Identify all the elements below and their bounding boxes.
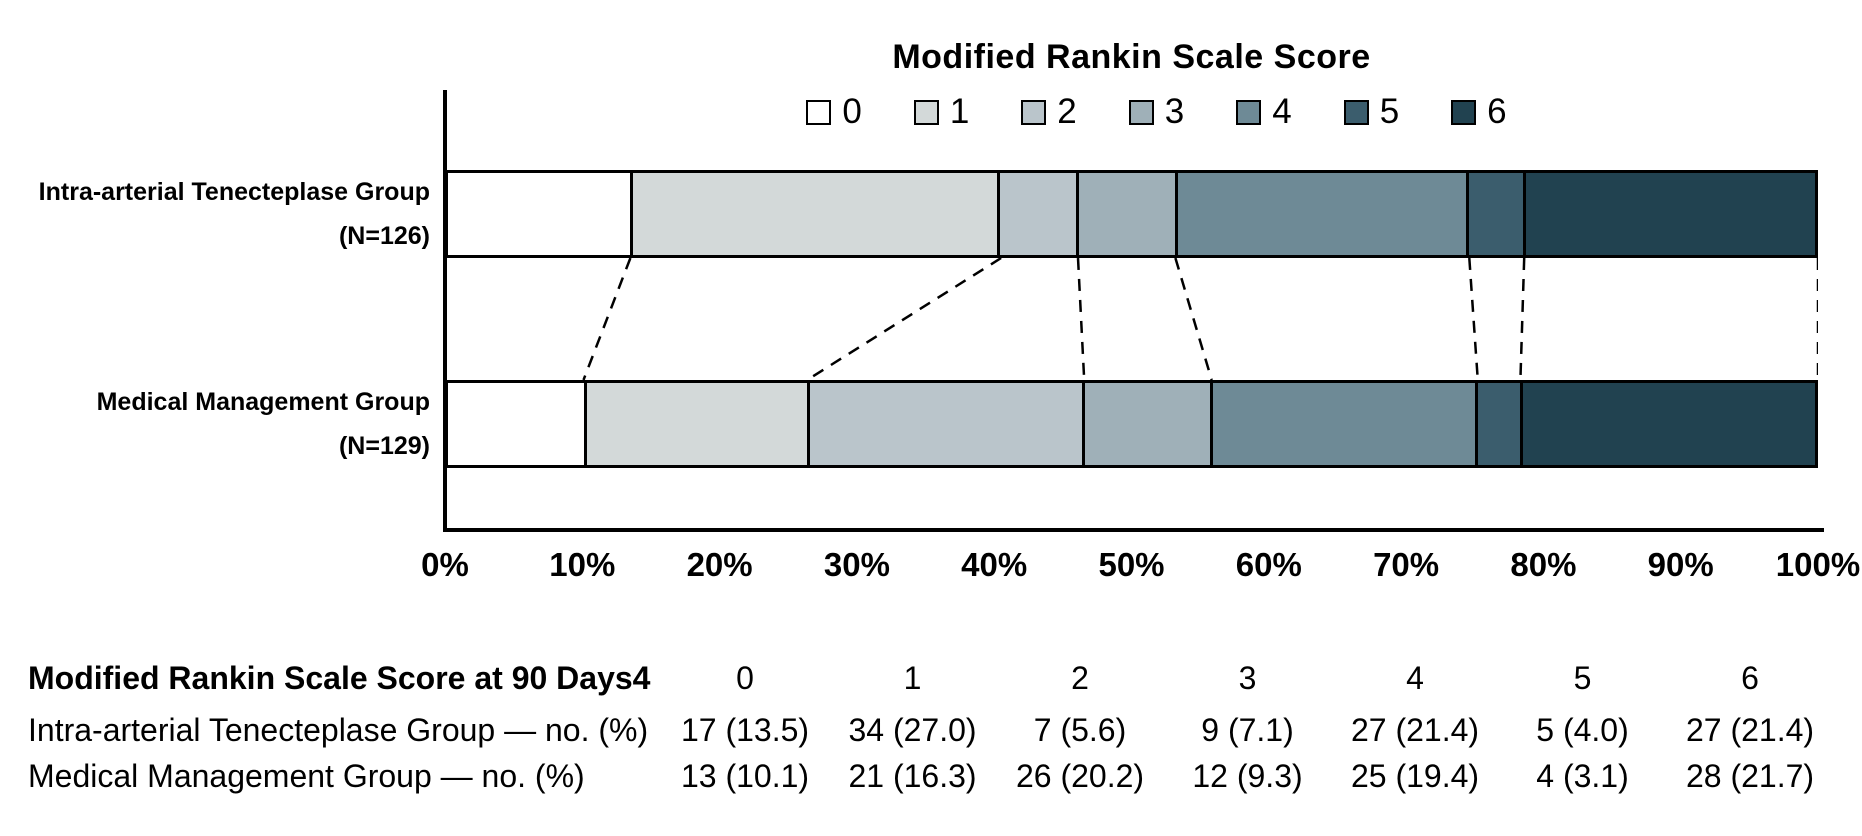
bar-segment-mrs-0: [448, 173, 634, 255]
table-cell: 17 (13.5): [680, 712, 810, 748]
connector-line-0: [582, 258, 632, 380]
table-header-row: Modified Rankin Scale Score at 90 Days4 0…: [0, 656, 1862, 700]
table-column-header-0: 0: [736, 660, 754, 696]
group-name: Intra-arterial Tenecteplase Group: [38, 178, 430, 206]
table-cell: 27 (21.4): [1350, 712, 1480, 748]
x-axis-line: [443, 528, 1824, 532]
legend-label-6: 6: [1487, 92, 1507, 131]
bar-segment-mrs-0: [448, 383, 588, 465]
x-tick-60: 60%: [1235, 546, 1302, 583]
connector-line-2: [1076, 258, 1086, 380]
legend-swatch-5: [1343, 99, 1369, 125]
x-tick-0: 0%: [421, 546, 469, 583]
legend-item-2: 2: [1021, 92, 1077, 132]
x-tick-80: 80%: [1510, 546, 1577, 583]
x-tick-10: 10%: [549, 546, 616, 583]
group-label-intra-arterial-tenecteplase-group: Intra-arterial Tenecteplase Group (N=126): [0, 170, 430, 258]
table-row-intra-arterial-tenecteplase-group-no: Intra-arterial Tenecteplase Group — no. …: [0, 708, 1862, 752]
table-cell: 27 (21.4): [1685, 712, 1815, 748]
table-cell: 9 (7.1): [1201, 712, 1294, 748]
chart-legend: 0 1 2 3 4 5 6: [470, 90, 1843, 134]
table-column-header-4: 4: [1406, 660, 1424, 696]
table-column-header-6: 6: [1741, 660, 1759, 696]
table-cell: 13 (10.1): [680, 758, 810, 794]
legend-swatch-1: [913, 99, 939, 125]
bar-segment-mrs-5: [1469, 173, 1527, 255]
table-row-label: Medical Management Group — no. (%): [28, 758, 585, 794]
x-tick-70: 70%: [1373, 546, 1440, 583]
legend-label-0: 0: [842, 92, 862, 131]
legend-swatch-6: [1451, 99, 1477, 125]
x-tick-100: 100%: [1775, 546, 1861, 583]
legend-label-4: 4: [1272, 92, 1292, 131]
connector-line-1: [806, 258, 1002, 380]
bar-segment-mrs-1: [587, 383, 810, 465]
legend-label-2: 2: [1057, 92, 1077, 131]
bar-segment-mrs-4: [1177, 173, 1470, 255]
bar-segment-mrs-6: [1522, 383, 1815, 465]
legend-label-1: 1: [949, 92, 970, 131]
table-cell: 25 (19.4): [1350, 758, 1480, 794]
connector-line-3: [1174, 258, 1213, 380]
table-cell: 7 (5.6): [1033, 712, 1127, 748]
legend-swatch-4: [1236, 99, 1262, 125]
table-column-header-2: 2: [1071, 660, 1089, 696]
legend-item-3: 3: [1128, 92, 1185, 132]
group-n-label: (N=126): [338, 222, 430, 250]
y-axis-line: [443, 90, 447, 532]
bar-segment-mrs-4: [1213, 383, 1478, 465]
bar-segment-mrs-2: [1000, 173, 1079, 255]
group-name: Medical Management Group: [96, 388, 430, 416]
legend-item-0: 0: [806, 92, 862, 132]
x-tick-50: 50%: [1098, 546, 1165, 583]
legend-item-4: 4: [1236, 92, 1292, 132]
table-row-medical-management-group-no: Medical Management Group — no. (%) 13 (10…: [0, 754, 1862, 798]
x-tick-90: 90%: [1647, 546, 1714, 583]
table-cell: 28 (21.7): [1685, 758, 1815, 794]
legend-label-3: 3: [1164, 92, 1185, 131]
group-label-medical-management-group: Medical Management Group (N=129): [0, 380, 430, 468]
legend-label-5: 5: [1379, 92, 1400, 131]
legend-swatch-2: [1021, 99, 1047, 125]
x-tick-20: 20%: [686, 546, 753, 583]
table-column-header-5: 5: [1573, 660, 1592, 696]
legend-swatch-3: [1128, 99, 1154, 125]
bar-segment-mrs-5: [1477, 383, 1523, 465]
bar-segment-mrs-2: [809, 383, 1085, 465]
legend-item-5: 5: [1343, 92, 1400, 132]
bar-segment-mrs-1: [633, 173, 1001, 255]
legend-item-1: 1: [913, 92, 970, 132]
table-cell: 26 (20.2): [1015, 758, 1145, 794]
legend-swatch-0: [806, 99, 832, 125]
bar-medical-management-group: [445, 380, 1818, 468]
table-cell: 21 (16.3): [848, 758, 977, 794]
table-cell: 4 (3.1): [1536, 758, 1629, 794]
connector-line-5: [1519, 258, 1526, 380]
bar-segment-mrs-6: [1526, 173, 1815, 255]
table-cell: 5 (4.0): [1536, 712, 1629, 748]
table-header-label: Modified Rankin Scale Score at 90 Days4: [28, 660, 651, 696]
x-tick-30: 30%: [823, 546, 890, 583]
table-cell: 34 (27.0): [848, 712, 977, 748]
table-column-header-3: 3: [1238, 660, 1257, 696]
table-cell: 12 (9.3): [1192, 758, 1303, 794]
bar-segment-mrs-3: [1085, 383, 1214, 465]
bar-intra-arterial-tenecteplase-group: [445, 170, 1818, 258]
table-column-header-1: 1: [903, 660, 922, 696]
x-tick-40: 40%: [961, 546, 1028, 583]
table-row-label: Intra-arterial Tenecteplase Group — no. …: [28, 712, 649, 748]
connector-line-4: [1468, 258, 1480, 380]
chart-title: Modified Rankin Scale Score: [892, 38, 1371, 76]
group-n-label: (N=129): [338, 432, 430, 460]
legend-item-6: 6: [1451, 92, 1507, 132]
bar-segment-mrs-3: [1078, 173, 1178, 255]
dashed-connector-lines: [582, 258, 1818, 380]
